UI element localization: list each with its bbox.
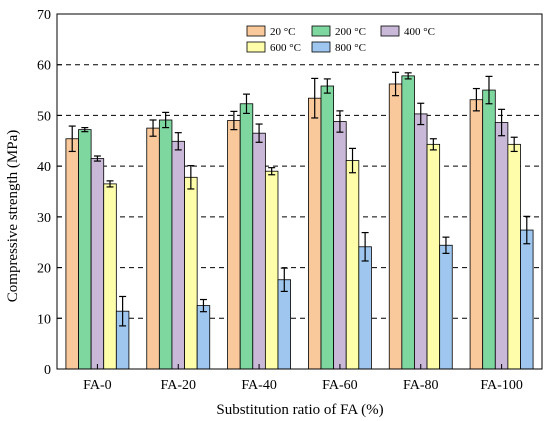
legend-label: 20 °C	[270, 26, 296, 38]
legend-label: 400 °C	[404, 26, 435, 38]
y-tick-label: 60	[37, 59, 51, 74]
x-tick-label: FA-20	[160, 378, 196, 393]
error-bar	[106, 180, 114, 188]
bar	[333, 121, 347, 370]
legend-label: 800 °C	[335, 42, 366, 54]
bar	[227, 120, 241, 370]
error-bar	[442, 236, 450, 254]
legend-item: 200 °C	[311, 25, 366, 38]
bar	[184, 176, 198, 370]
bar	[439, 244, 453, 370]
bar	[65, 138, 79, 370]
bar	[388, 83, 403, 370]
error-bar	[510, 136, 518, 153]
gridlines	[57, 64, 542, 319]
error-bar	[523, 215, 531, 245]
bar	[426, 143, 441, 370]
bar	[320, 85, 335, 370]
error-bar	[336, 110, 344, 133]
y-tick-label: 40	[37, 160, 51, 175]
error-bar	[93, 155, 101, 162]
bar	[90, 158, 105, 370]
bar	[103, 183, 117, 370]
x-axis-label: Substitution ratio of FA (%)	[216, 402, 383, 418]
legend: 20 °C 200 °C 400 °C 600 °C 800 °C	[246, 25, 435, 54]
legend-item: 800 °C	[311, 41, 366, 54]
error-bar	[323, 78, 331, 94]
error-bar	[268, 167, 276, 176]
legend-swatch	[246, 41, 266, 53]
bar	[308, 97, 322, 370]
error-bar	[68, 125, 76, 153]
x-tick-label: FA-0	[83, 378, 112, 393]
error-bar	[242, 93, 250, 115]
bar	[264, 170, 279, 370]
bars	[65, 71, 534, 370]
x-tick-label: FA-100	[480, 378, 523, 393]
y-tick-label: 50	[37, 109, 51, 124]
x-tick-label: FA-60	[322, 378, 358, 393]
error-bar	[81, 126, 89, 133]
error-bar	[119, 295, 127, 327]
x-axis: FA-0 FA-20 FA-40 FA-60 FA-80 FA-100	[83, 364, 523, 393]
legend-swatch	[380, 25, 400, 37]
legend-label: 600 °C	[270, 42, 301, 54]
bar	[252, 132, 266, 370]
error-bar	[255, 123, 263, 143]
bar	[358, 246, 372, 370]
legend-item: 600 °C	[246, 41, 301, 54]
legend-item: 400 °C	[380, 25, 435, 38]
bar	[146, 127, 160, 370]
bar	[469, 99, 484, 370]
bar	[520, 229, 534, 370]
legend-item: 20 °C	[246, 25, 296, 38]
y-axis-label: Compressive strength (MPa)	[5, 130, 21, 302]
y-axis: 0 10 20 30 40 50 60 70	[37, 8, 62, 378]
y-tick-label: 30	[37, 211, 51, 226]
bar	[507, 143, 521, 370]
bar	[414, 113, 428, 370]
bar	[401, 75, 415, 370]
error-bar	[187, 165, 195, 190]
plot-frame	[56, 13, 543, 370]
y-tick-label: 0	[44, 363, 51, 378]
y-tick-label: 20	[37, 262, 51, 277]
bar	[277, 279, 291, 370]
bar	[494, 122, 509, 370]
error-bar	[199, 298, 207, 313]
error-bar	[149, 119, 157, 137]
legend-swatch	[311, 41, 331, 53]
error-bar	[404, 72, 412, 80]
error-bar	[361, 231, 369, 262]
legend-swatch	[246, 25, 266, 37]
x-tick-label: FA-40	[241, 378, 277, 393]
error-bar	[280, 267, 288, 293]
error-bar	[162, 111, 170, 129]
error-bar	[429, 138, 437, 151]
error-bar	[349, 147, 357, 174]
bar	[196, 305, 211, 370]
bar	[345, 160, 360, 370]
error-bar	[485, 75, 493, 105]
error-bar	[472, 87, 480, 112]
bar	[78, 129, 92, 370]
bar	[171, 140, 185, 370]
legend-swatch	[311, 25, 331, 37]
bar	[158, 119, 173, 370]
error-bar	[174, 132, 182, 151]
error-bar	[230, 110, 238, 131]
error-bar	[311, 77, 319, 119]
error-bar	[417, 102, 425, 126]
x-tick-label: FA-80	[403, 378, 439, 393]
error-bar	[498, 108, 506, 137]
bar	[239, 103, 254, 370]
error-bar	[392, 71, 400, 97]
y-tick-label: 70	[37, 8, 51, 23]
legend-label: 200 °C	[335, 26, 366, 38]
bar	[482, 89, 496, 370]
y-tick-label: 10	[37, 312, 51, 327]
